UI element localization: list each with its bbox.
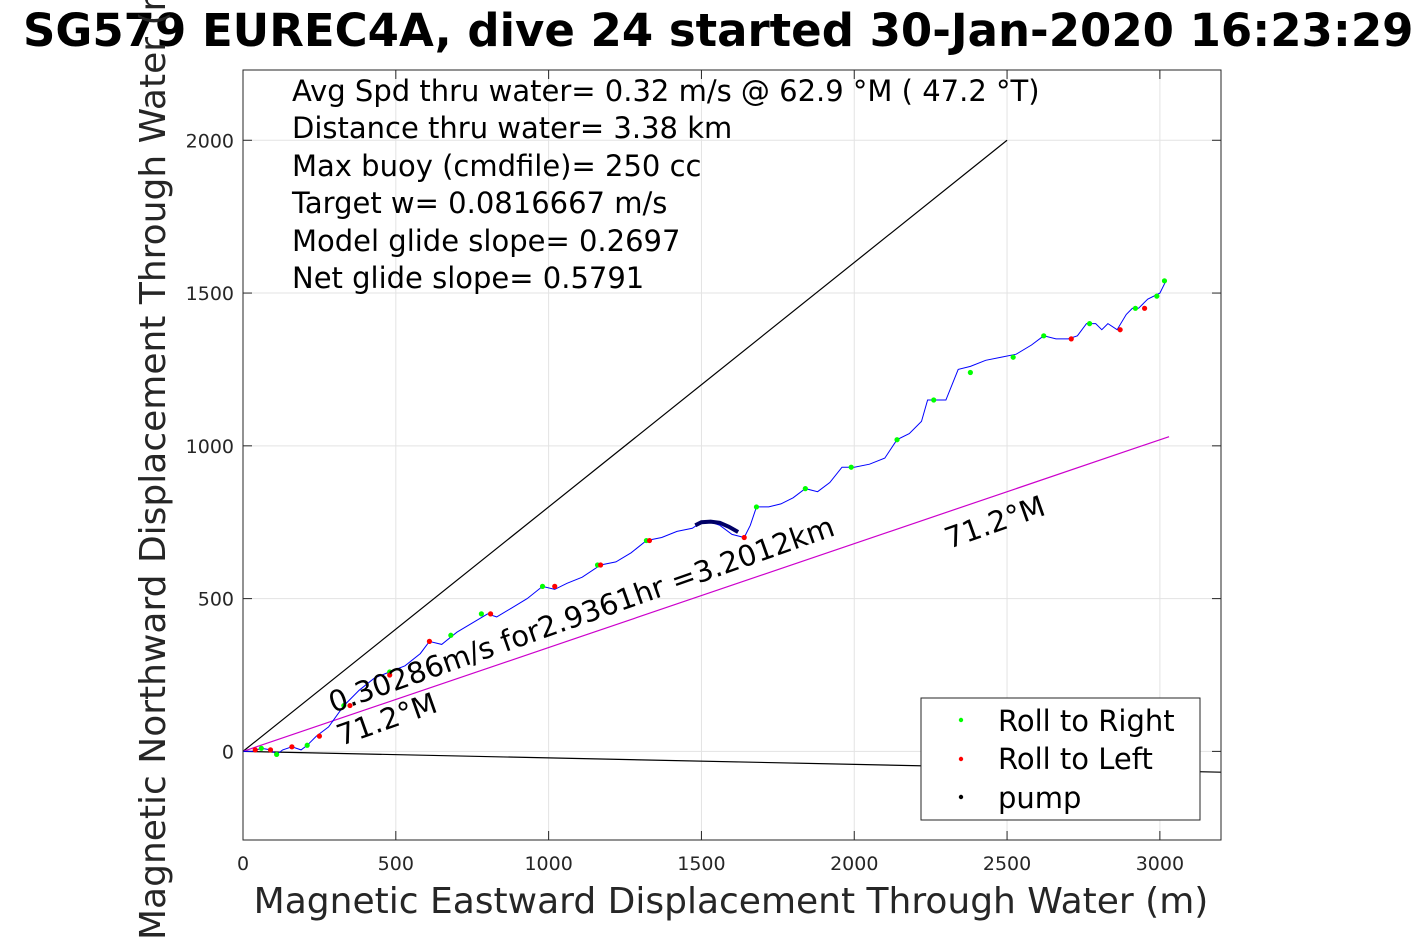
current-annotation: 0.30286m/s for2.9361hr =3.2012km [324,509,839,719]
x-tick-labels: 0 500 1000 1500 2000 2500 3000 [237,853,1184,875]
legend: Roll to Right Roll to Left pump [920,697,1201,821]
x-tick-label: 2500 [983,853,1031,875]
pump-segment [694,519,740,534]
x-tick-label: 3000 [1136,853,1184,875]
info-line-avg-speed: Avg Spd thru water= 0.32 m/s @ 62.9 °M (… [292,74,1040,108]
x-axis-label: Magnetic Eastward Displacement Through W… [254,881,1209,922]
roll-left-point [487,611,494,617]
roll-left-point [426,638,433,644]
info-line-distance: Distance thru water= 3.38 km [292,111,732,145]
x-tick-label: 0 [237,853,249,875]
legend-label-roll-left: Roll to Left [998,742,1153,776]
roll-right-point [802,486,808,492]
roll-left-point [289,744,295,750]
roll-left-point [267,747,274,753]
x-tick-label: 500 [378,853,414,875]
roll-left-point [316,733,323,739]
roll-right-point [967,369,973,376]
y-tick-labels: 0 500 1000 1500 2000 [186,130,234,763]
y-tick-label: 2000 [186,130,234,152]
y-axis-label: Magnetic Northward Displacement Through … [133,0,174,940]
roll-left-point [646,537,653,544]
roll-left-point [1117,327,1123,333]
y-tick-label: 1500 [186,283,234,305]
info-line-target-w: Target w= 0.0816667 m/s [291,186,667,220]
roll-left-point [552,583,558,589]
y-tick-label: 1000 [186,436,234,458]
legend-box [920,697,1201,821]
track-line [243,280,1167,756]
info-line-net-glide: Net glide slope= 0.5791 [292,261,644,295]
roll-left-point [1068,336,1074,342]
track [243,280,1167,756]
roll-right-point [848,464,854,470]
roll-left-point [252,747,258,753]
roll-right-point [274,751,280,758]
roll-right-point [894,437,900,443]
info-box: Avg Spd thru water= 0.32 m/s @ 62.9 °M (… [291,74,1040,295]
roll-right-point [258,745,264,751]
roll-left-point [741,534,747,541]
legend-marker-roll-left [958,756,964,762]
legend-label-roll-right: Roll to Right [998,704,1175,738]
legend-marker-roll-right [958,717,964,723]
chart-title: SG579 EUREC4A, dive 24 started 30-Jan-20… [23,4,1413,57]
info-line-max-buoy: Max buoy (cmdfile)= 250 cc [292,149,701,183]
roll-left-point [387,672,393,678]
heading-annotation-2: 71.2°M [940,489,1049,556]
plot-frame [242,69,1222,841]
x-tick-label: 1000 [524,853,572,875]
reference-line [242,139,1008,752]
roll-right-point [539,583,546,589]
roll-left-point [347,702,353,709]
roll-right-point [478,611,484,617]
roll-right-point [341,702,347,709]
roll-right-point [1161,278,1168,284]
roll-right-point [304,742,310,748]
legend-label-pump: pump [998,781,1081,815]
x-tick-label: 1500 [677,853,725,875]
roll-right-point [1086,321,1093,327]
roll-right-point [1132,305,1139,311]
roll-right-point [753,504,760,510]
x-tick-label: 2000 [830,853,878,875]
roll-left-point [1141,305,1148,311]
reference-line [242,436,1170,752]
roll-right-point [1010,354,1016,360]
roll-right-point [931,397,937,403]
info-line-model-glide: Model glide slope= 0.2697 [292,224,680,258]
roll-left-point [597,562,604,568]
y-tick-label: 500 [198,589,234,611]
roll-right-point [448,632,454,638]
y-tick-label: 0 [222,741,234,763]
roll-right-point [1041,333,1047,339]
roll-markers [252,278,1168,758]
roll-right-point [1154,293,1160,299]
legend-marker-pump [958,794,964,800]
